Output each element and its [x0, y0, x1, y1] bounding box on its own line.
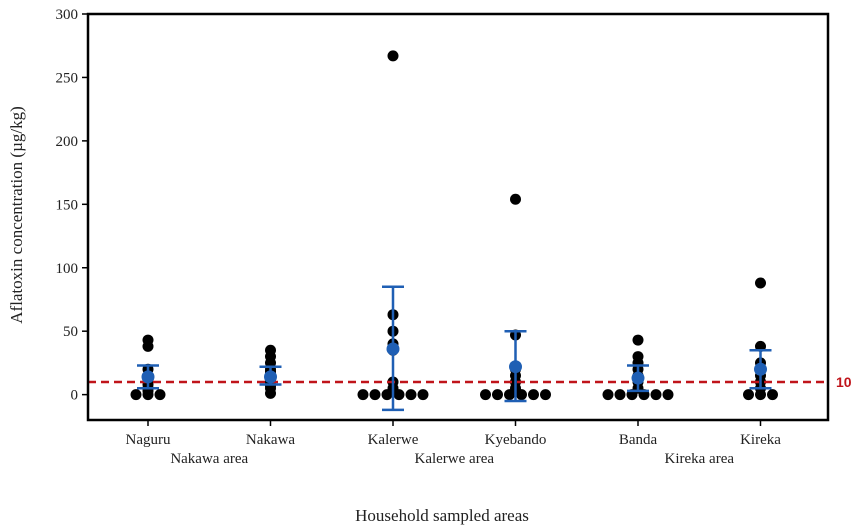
y-axis-title: Aflatoxin concentration (µg/kg)	[7, 106, 26, 324]
mean-point	[509, 360, 522, 374]
x-tick-label: Banda	[619, 432, 658, 448]
y-tick-label: 100	[56, 261, 79, 277]
y-tick-label: 0	[71, 388, 79, 404]
data-point	[492, 389, 503, 401]
plot-area: 10	[88, 50, 852, 412]
data-point	[130, 389, 142, 401]
mean-point	[754, 362, 767, 376]
y-tick-label: 200	[56, 134, 79, 150]
x-tick-label: Naguru	[126, 432, 171, 448]
data-point	[510, 193, 521, 205]
mean-point	[264, 370, 277, 384]
mean-point	[141, 370, 155, 384]
x-tick-label: Kalerwe	[368, 432, 419, 448]
y-tick-label: 150	[56, 197, 79, 213]
x-axis-title: Household sampled areas	[355, 506, 529, 525]
data-point	[357, 389, 369, 401]
data-point	[387, 50, 399, 62]
y-tick-label: 250	[56, 70, 79, 86]
y-tick-label: 50	[63, 324, 78, 340]
group-label: Kalerwe area	[414, 451, 494, 467]
data-point	[662, 389, 674, 401]
data-point	[650, 389, 662, 401]
data-point	[480, 389, 491, 401]
group-label: Nakawa area	[170, 451, 248, 467]
data-point	[265, 344, 276, 356]
group-label: Kireka area	[664, 451, 734, 467]
axes: 0 50 100 150 200 250 300 Naguru Nakawa Kalerwe Kye…	[56, 7, 830, 467]
data-point	[767, 389, 778, 401]
data-point	[142, 334, 154, 346]
data-point	[602, 389, 614, 401]
x-tick-label: Kireka	[740, 432, 781, 448]
data-point	[528, 389, 539, 401]
data-point	[417, 389, 429, 401]
data-point	[755, 277, 766, 289]
data-point	[405, 389, 417, 401]
x-tick-label: Nakawa	[246, 432, 295, 448]
data-point	[154, 389, 166, 401]
data-point	[369, 389, 381, 401]
y-tick-label: 300	[56, 7, 79, 23]
data-point	[743, 389, 754, 401]
data-point	[632, 351, 644, 363]
data-point	[614, 389, 626, 401]
mean-point	[631, 371, 645, 385]
reference-line-label: 10	[836, 374, 852, 390]
mean-point	[386, 342, 400, 356]
data-point	[540, 389, 551, 401]
data-point	[632, 334, 644, 346]
plot-frame	[86, 12, 830, 422]
x-tick-label: Kyebando	[485, 432, 547, 448]
